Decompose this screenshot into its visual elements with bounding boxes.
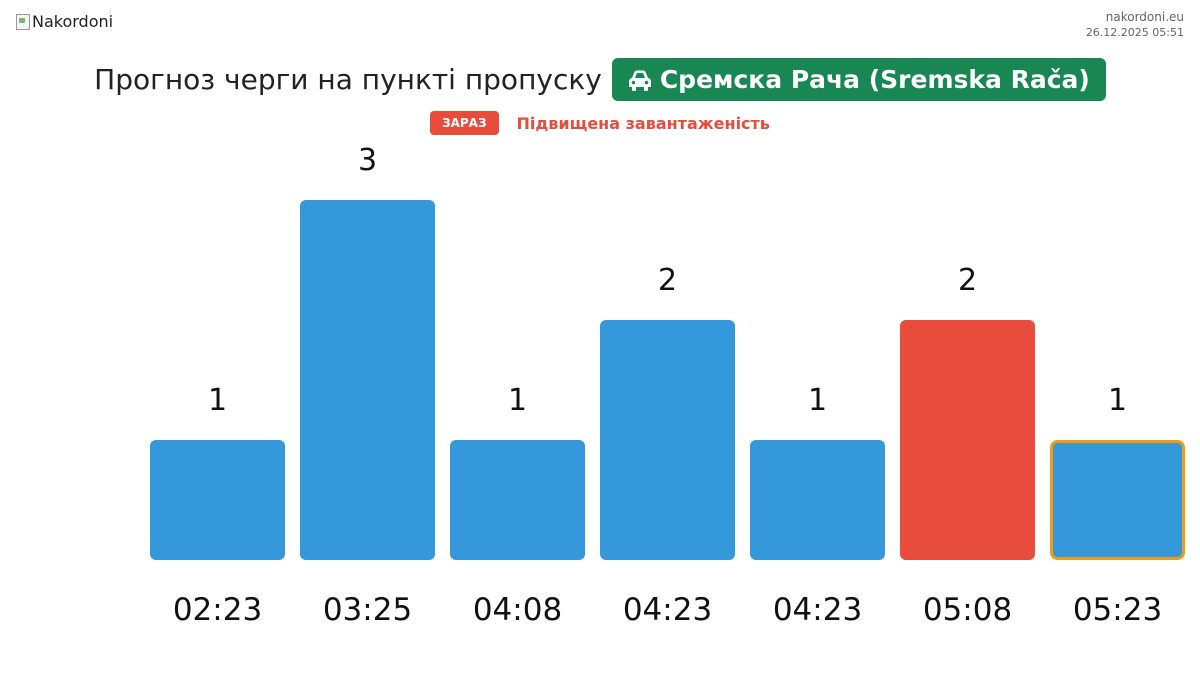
x-tick-label: 05:23	[1073, 592, 1162, 628]
site-domain: nakordoni.eu	[1105, 10, 1184, 24]
x-tick-label: 04:23	[623, 592, 712, 628]
car-icon	[628, 70, 651, 91]
x-tick-label: 05:08	[923, 592, 1012, 628]
bar-value-label: 1	[208, 383, 227, 418]
logo[interactable]: Nakordoni	[16, 12, 113, 31]
x-tick-label: 04:08	[473, 592, 562, 628]
bar-value-label: 2	[658, 263, 677, 298]
bar-0325-1	[300, 200, 435, 560]
status-row: ЗАРАЗ Підвищена завантаженість	[0, 111, 1200, 135]
bar-0523-6	[1050, 440, 1185, 560]
site-info: nakordoni.eu 26.12.2025 05:51	[1086, 9, 1184, 41]
status-text: Підвищена завантаженість	[516, 113, 770, 133]
bar-value-label: 3	[358, 143, 377, 178]
logo-alt-text: Nakordoni	[32, 12, 114, 31]
x-tick-label: 02:23	[173, 592, 262, 628]
bar-value-label: 1	[508, 383, 527, 418]
bar-0508-5	[900, 320, 1035, 560]
bar-0408-2	[450, 440, 585, 560]
datetime: 26.12.2025 05:51	[1085, 26, 1184, 39]
title-row: Прогноз черги на пункті пропуску Сремска…	[0, 58, 1200, 101]
bar-value-label: 2	[958, 263, 977, 298]
crossing-badge: Сремска Рача (Sremska Rača)	[611, 58, 1106, 101]
bar-value-label: 1	[808, 383, 827, 418]
bar-value-label: 1	[1108, 383, 1127, 418]
x-tick-label: 03:25	[323, 592, 412, 628]
x-tick-label: 04:23	[773, 592, 862, 628]
crossing-name: Сремска Рача (Sremska Rača)	[659, 65, 1090, 94]
bar-0423-4	[750, 440, 885, 560]
now-badge: ЗАРАЗ	[430, 111, 499, 135]
broken-image-icon	[16, 13, 30, 30]
bar-0223-0	[150, 440, 285, 560]
page-title: Прогноз черги на пункті пропуску	[94, 63, 602, 96]
bar-0423-3	[600, 320, 735, 560]
